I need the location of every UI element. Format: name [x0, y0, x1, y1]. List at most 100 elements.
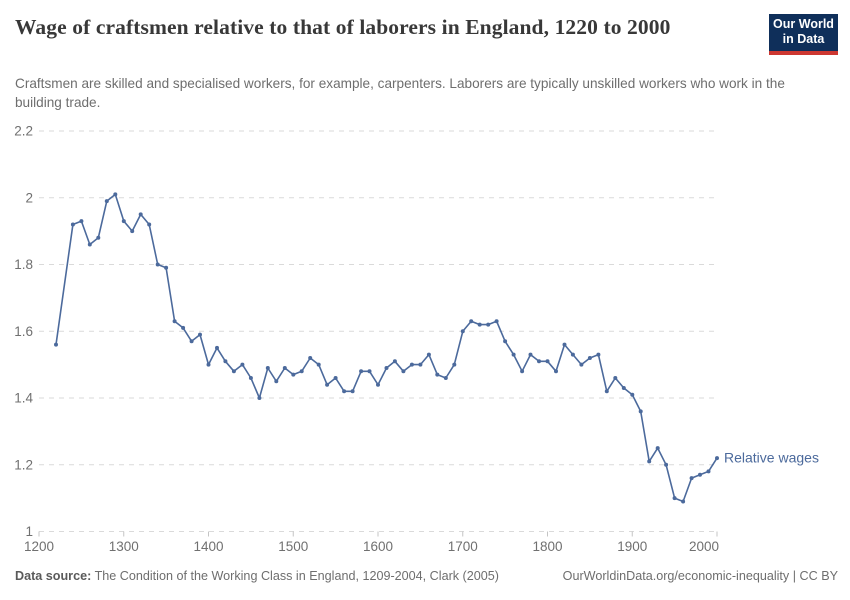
data-point[interactable]: [113, 192, 118, 197]
data-point[interactable]: [215, 345, 219, 350]
data-point[interactable]: [342, 389, 347, 394]
y-tick-label: 2.2: [14, 124, 33, 139]
data-point[interactable]: [613, 376, 618, 380]
data-point[interactable]: [181, 325, 186, 330]
data-point[interactable]: [231, 369, 236, 374]
data-point[interactable]: [257, 396, 262, 400]
data-point[interactable]: [486, 322, 491, 327]
data-point[interactable]: [706, 469, 711, 474]
owid-logo-line1: Our World: [773, 17, 834, 31]
data-point[interactable]: [147, 222, 152, 227]
owid-logo[interactable]: Our World in Data: [769, 14, 838, 55]
data-point[interactable]: [54, 342, 58, 347]
data-point[interactable]: [265, 366, 270, 370]
data-point[interactable]: [596, 352, 601, 357]
data-point[interactable]: [587, 356, 592, 360]
data-point[interactable]: [689, 476, 694, 481]
data-point[interactable]: [520, 369, 525, 374]
data-point[interactable]: [325, 382, 330, 387]
data-point[interactable]: [469, 319, 474, 324]
data-point[interactable]: [308, 356, 313, 360]
data-point[interactable]: [282, 366, 287, 370]
data-point[interactable]: [435, 372, 440, 377]
series-label[interactable]: Relative wages: [724, 450, 819, 466]
data-point[interactable]: [79, 219, 84, 224]
x-tick-label: 1200: [24, 539, 54, 554]
data-point[interactable]: [333, 376, 338, 380]
y-tick-label: 2: [25, 190, 33, 205]
data-point[interactable]: [621, 386, 626, 390]
data-point[interactable]: [554, 369, 558, 374]
data-point[interactable]: [655, 446, 660, 451]
x-tick-label: 1300: [109, 539, 139, 554]
data-point[interactable]: [562, 342, 567, 347]
data-point[interactable]: [537, 359, 541, 364]
data-source-label: Data source:: [15, 569, 92, 583]
data-point[interactable]: [681, 499, 686, 504]
data-point[interactable]: [155, 262, 160, 267]
x-tick-label: 1500: [278, 539, 308, 554]
data-point[interactable]: [189, 339, 194, 344]
y-tick-label: 1.2: [14, 457, 33, 472]
data-point[interactable]: [96, 235, 101, 240]
data-point[interactable]: [604, 389, 609, 394]
data-point[interactable]: [638, 409, 643, 414]
data-point[interactable]: [672, 496, 677, 501]
data-point[interactable]: [630, 392, 635, 397]
data-point[interactable]: [248, 376, 253, 380]
y-tick-label: 1: [25, 524, 33, 539]
y-tick-label: 1.6: [14, 324, 33, 339]
data-point[interactable]: [130, 229, 135, 234]
data-point[interactable]: [240, 362, 245, 367]
data-point[interactable]: [528, 352, 533, 357]
data-point[interactable]: [418, 362, 423, 367]
x-tick-label: 2000: [689, 539, 719, 554]
data-point[interactable]: [401, 369, 406, 374]
data-point[interactable]: [87, 242, 92, 247]
data-point[interactable]: [384, 366, 389, 370]
data-point[interactable]: [274, 379, 279, 384]
data-point[interactable]: [299, 369, 304, 374]
data-point[interactable]: [460, 329, 465, 334]
data-point[interactable]: [376, 382, 380, 387]
data-point[interactable]: [316, 362, 321, 367]
data-point[interactable]: [367, 369, 372, 374]
data-point[interactable]: [647, 459, 652, 464]
data-point[interactable]: [104, 199, 109, 204]
data-point[interactable]: [511, 352, 516, 357]
data-source: Data source: The Condition of the Workin…: [15, 569, 499, 583]
data-point[interactable]: [138, 212, 143, 217]
data-source-text: The Condition of the Working Class in En…: [91, 569, 499, 583]
data-point[interactable]: [350, 389, 355, 394]
data-point[interactable]: [409, 362, 414, 367]
data-point[interactable]: [494, 319, 499, 324]
data-point[interactable]: [715, 456, 719, 461]
series-line[interactable]: [55, 193, 718, 503]
x-tick-label: 1600: [363, 539, 393, 554]
data-point[interactable]: [664, 462, 669, 467]
data-point[interactable]: [503, 339, 508, 344]
data-point[interactable]: [164, 265, 169, 270]
data-point[interactable]: [698, 472, 702, 477]
data-point[interactable]: [172, 319, 177, 324]
chart-subtitle: Craftsmen are skilled and specialised wo…: [15, 76, 785, 110]
data-point[interactable]: [198, 332, 202, 337]
data-point[interactable]: [452, 362, 457, 367]
data-point[interactable]: [359, 369, 364, 374]
x-tick-label: 1900: [617, 539, 647, 554]
data-point[interactable]: [223, 359, 228, 364]
data-point[interactable]: [70, 222, 75, 227]
data-point[interactable]: [477, 322, 482, 327]
data-point[interactable]: [206, 362, 211, 367]
data-point[interactable]: [570, 352, 575, 357]
owid-link[interactable]: OurWorldinData.org/economic-inequality |…: [562, 569, 838, 583]
data-point[interactable]: [443, 376, 448, 380]
data-point[interactable]: [545, 359, 550, 364]
data-point[interactable]: [291, 372, 296, 377]
data-point[interactable]: [426, 352, 431, 357]
data-point[interactable]: [392, 359, 397, 364]
data-point[interactable]: [121, 219, 126, 224]
data-point[interactable]: [579, 362, 584, 367]
